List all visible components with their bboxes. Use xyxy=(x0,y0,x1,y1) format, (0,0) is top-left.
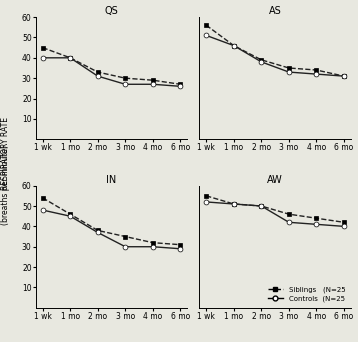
Title: AW: AW xyxy=(267,175,283,185)
Legend: Siblings   (N=25, Controls  (N=25: Siblings (N=25, Controls (N=25 xyxy=(266,285,347,304)
Text: RESPIRATORY RATE: RESPIRATORY RATE xyxy=(1,117,10,190)
Title: IN: IN xyxy=(106,175,117,185)
Text: (breaths per minute): (breaths per minute) xyxy=(1,145,10,225)
Title: QS: QS xyxy=(105,6,118,16)
Title: AS: AS xyxy=(269,6,281,16)
